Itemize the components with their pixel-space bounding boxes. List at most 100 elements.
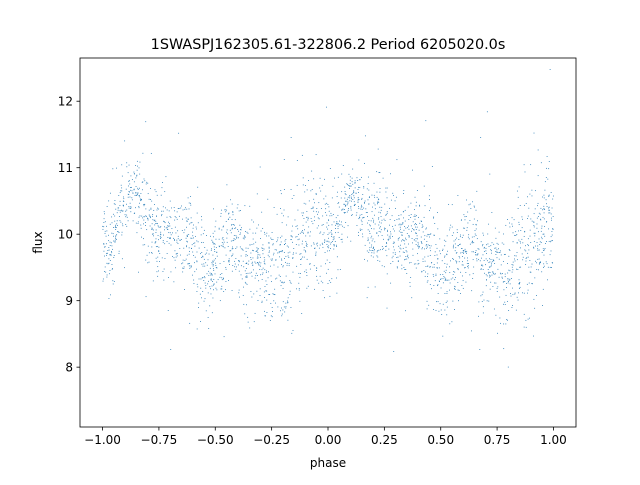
data-point xyxy=(250,257,252,259)
data-point xyxy=(423,216,425,218)
data-point xyxy=(211,273,213,274)
data-point xyxy=(285,307,287,309)
data-point xyxy=(259,256,261,258)
data-point xyxy=(285,275,287,277)
data-point xyxy=(451,235,453,236)
data-point xyxy=(347,236,348,238)
data-point xyxy=(471,330,472,332)
data-point xyxy=(456,237,458,239)
data-point xyxy=(544,209,546,210)
data-point xyxy=(408,235,410,236)
data-point xyxy=(279,276,281,277)
data-point xyxy=(190,195,192,197)
data-point xyxy=(345,200,346,202)
data-point xyxy=(518,292,519,294)
data-point xyxy=(252,232,254,234)
data-point xyxy=(237,264,239,266)
data-point xyxy=(106,276,108,278)
data-point xyxy=(536,223,538,225)
data-point xyxy=(289,251,291,253)
data-point xyxy=(253,243,255,245)
data-point xyxy=(233,238,235,239)
data-point xyxy=(350,209,352,211)
data-point xyxy=(253,250,254,252)
data-point xyxy=(266,284,268,285)
data-point xyxy=(303,218,305,219)
data-point xyxy=(158,208,160,210)
data-point xyxy=(400,248,402,250)
data-point xyxy=(239,296,240,298)
data-point xyxy=(486,244,487,246)
data-point xyxy=(203,258,205,260)
data-point xyxy=(539,244,541,246)
data-point xyxy=(154,224,156,226)
data-point xyxy=(540,219,542,221)
data-point xyxy=(130,175,132,177)
data-point xyxy=(186,246,187,248)
data-point xyxy=(116,220,118,222)
data-point xyxy=(504,273,506,275)
data-point xyxy=(308,200,310,202)
data-point xyxy=(133,189,135,191)
data-point xyxy=(331,224,333,226)
data-point xyxy=(265,270,267,272)
data-point xyxy=(188,263,190,265)
data-point xyxy=(350,185,352,187)
data-point xyxy=(301,231,302,233)
data-point xyxy=(196,291,198,292)
data-point xyxy=(309,263,311,264)
data-point xyxy=(115,224,116,226)
data-point xyxy=(246,276,248,278)
data-point xyxy=(385,246,386,247)
data-point xyxy=(277,266,279,268)
data-point xyxy=(191,221,193,223)
data-point xyxy=(326,244,328,245)
data-point xyxy=(441,314,443,315)
data-point xyxy=(267,254,269,256)
data-point xyxy=(456,262,458,264)
data-point xyxy=(319,244,321,246)
data-point xyxy=(458,245,459,247)
data-point xyxy=(477,220,478,222)
data-point xyxy=(544,225,546,227)
data-point xyxy=(498,258,500,260)
data-point xyxy=(366,212,368,213)
data-point xyxy=(145,183,147,185)
data-point xyxy=(444,277,446,279)
data-point xyxy=(287,300,289,302)
data-point xyxy=(316,279,318,281)
data-point xyxy=(211,285,213,287)
data-point xyxy=(476,190,478,192)
data-point xyxy=(467,260,469,262)
data-point xyxy=(449,323,451,325)
data-point xyxy=(500,273,502,275)
data-point xyxy=(286,264,288,266)
data-point xyxy=(527,292,528,294)
data-point xyxy=(341,221,342,223)
data-point xyxy=(287,255,289,257)
data-point xyxy=(338,202,340,204)
data-point xyxy=(125,210,127,212)
data-point xyxy=(420,241,422,242)
data-point xyxy=(326,226,328,228)
data-point xyxy=(543,249,545,251)
data-point xyxy=(463,250,465,252)
data-point xyxy=(264,259,266,261)
data-point xyxy=(304,229,305,231)
data-point xyxy=(502,260,504,262)
data-point xyxy=(305,269,307,271)
data-point xyxy=(190,237,192,239)
data-point xyxy=(113,281,115,282)
data-point xyxy=(166,216,168,218)
data-point xyxy=(129,208,131,209)
data-point xyxy=(429,199,430,200)
data-point xyxy=(420,220,422,222)
data-point xyxy=(462,261,463,263)
data-point xyxy=(423,238,425,240)
data-point xyxy=(262,272,264,274)
data-point xyxy=(332,239,334,241)
data-point xyxy=(285,255,287,257)
data-point xyxy=(270,275,272,277)
data-point xyxy=(514,292,516,294)
data-point xyxy=(176,218,178,220)
